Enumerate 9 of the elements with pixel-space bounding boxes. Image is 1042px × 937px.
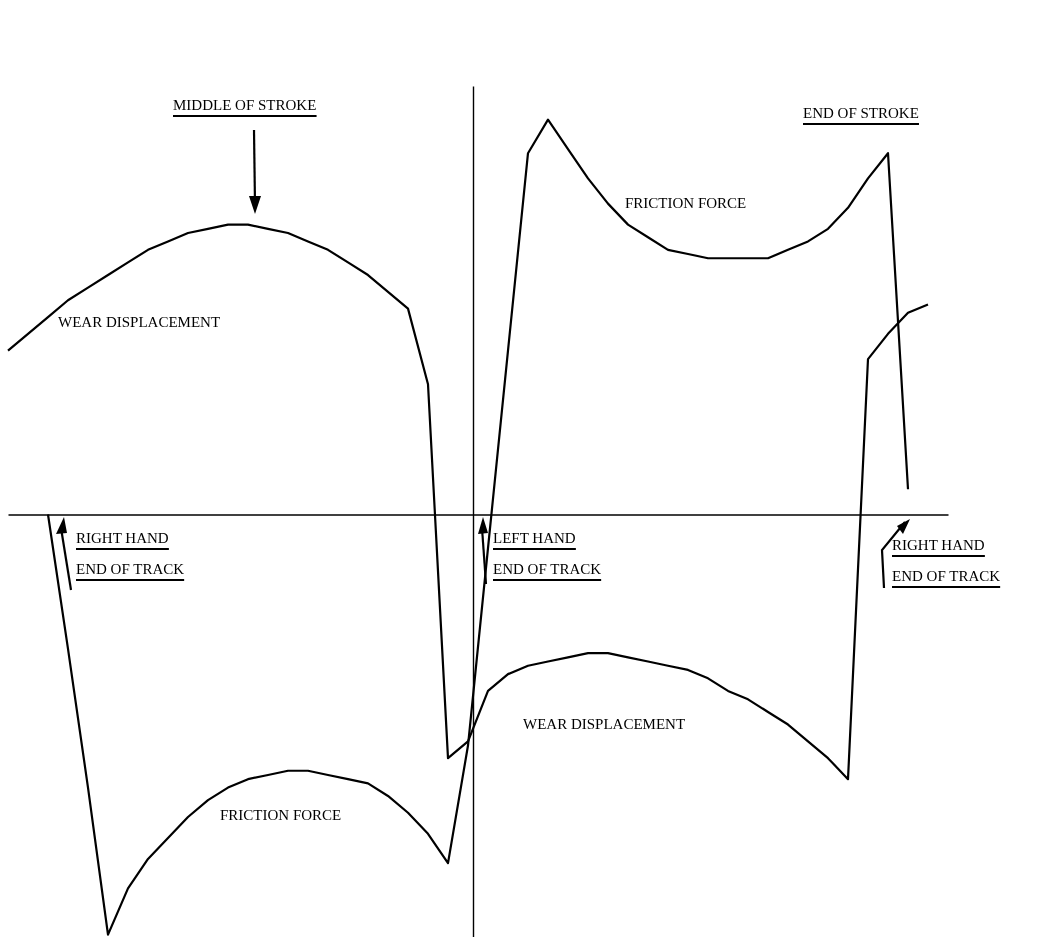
annotation: RIGHT HAND END OF TRACK: [892, 536, 1001, 586]
text: WEAR DISPLACEMENT: [523, 716, 686, 732]
annotation: END OF STROKE: [803, 104, 919, 123]
annotation: LEFT HAND END OF TRACK: [493, 529, 602, 579]
text: FRICTION FORCE: [220, 807, 342, 823]
series-label: FRICTION FORCE: [625, 194, 747, 213]
annotation: RIGHT HAND END OF TRACK: [76, 529, 185, 579]
series-label: WEAR DISPLACEMENT: [58, 313, 221, 332]
text: MIDDLE OF STROKE: [173, 96, 317, 115]
